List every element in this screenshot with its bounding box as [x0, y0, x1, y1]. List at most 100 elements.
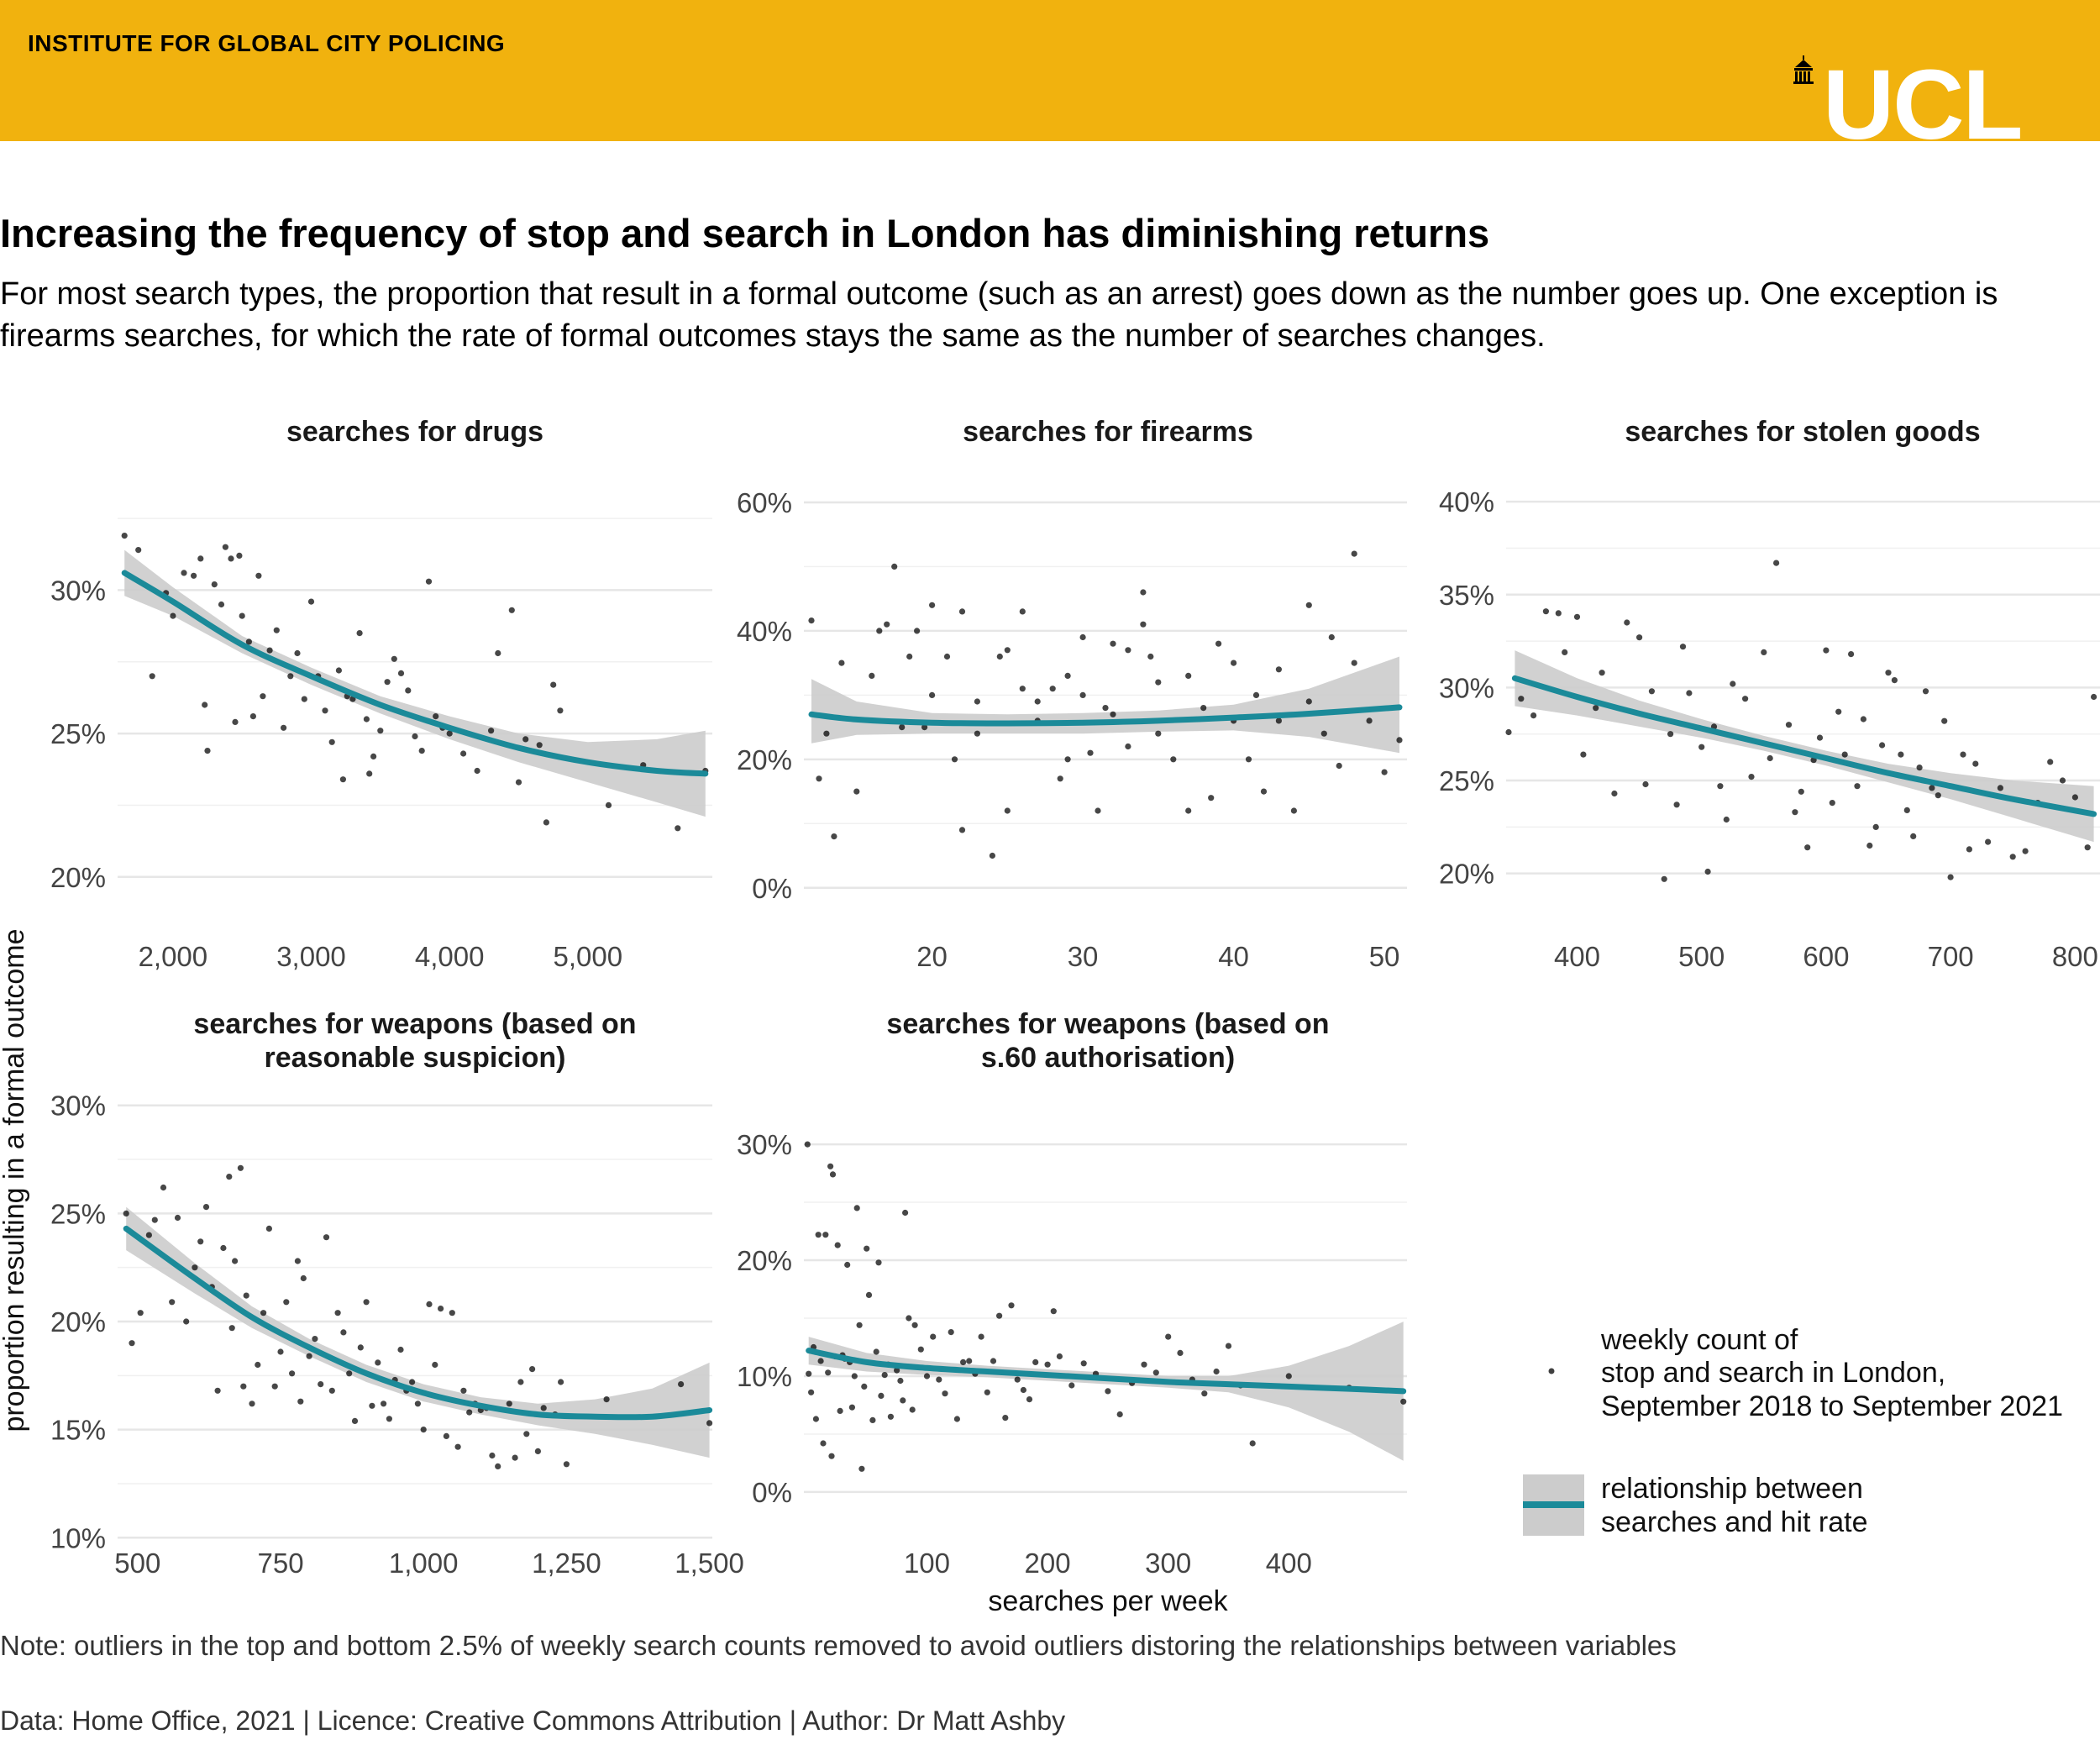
data-point [858, 1465, 865, 1472]
data-point [930, 1333, 937, 1340]
data-point [848, 1404, 856, 1411]
data-point [202, 702, 208, 708]
data-point [1673, 801, 1680, 808]
data-point [1898, 751, 1904, 758]
data-point [366, 770, 373, 777]
data-point [169, 1299, 176, 1306]
data-point [921, 724, 928, 731]
data-point [1661, 875, 1667, 882]
data-point [678, 1381, 685, 1388]
data-point [287, 673, 294, 680]
data-point [1068, 1382, 1075, 1389]
data-point [1530, 712, 1537, 719]
data-point [218, 601, 225, 608]
data-point [123, 1210, 129, 1217]
data-point [851, 1373, 858, 1380]
y-tick-label: 30% [50, 575, 106, 606]
data-point [1947, 874, 1954, 880]
data-point [2009, 854, 2016, 860]
y-tick-label: 35% [1439, 580, 1494, 611]
data-point [1147, 653, 1154, 660]
data-point [1285, 1373, 1292, 1380]
data-point [1717, 783, 1724, 790]
data-point [853, 1205, 860, 1211]
y-axis-label: proportion resulting in a formal outcome [0, 928, 30, 1432]
data-point [1020, 1386, 1026, 1394]
data-point [249, 713, 256, 720]
footnote: Note: outliers in the top and bottom 2.5… [0, 1630, 1677, 1661]
x-tick-label: 500 [114, 1548, 160, 1579]
panel-2: searches for firearms 0% 20% 40% 60% 20 30 40 50 [737, 416, 1407, 972]
x-tick-label: 400 [1554, 941, 1600, 972]
y-tick-label: 25% [50, 1198, 106, 1229]
panel-title: s.60 authorisation) [981, 1042, 1235, 1074]
data-point [426, 1301, 433, 1307]
data-point [1816, 734, 1824, 741]
y-tick-label: 10% [50, 1522, 106, 1553]
data-point [121, 533, 128, 539]
data-point [808, 1389, 815, 1395]
data-point [255, 572, 262, 579]
data-point [197, 555, 204, 562]
data-point [214, 1387, 221, 1394]
data-point [2059, 777, 2066, 784]
data-point [181, 570, 187, 576]
panel-title: reasonable suspicion) [265, 1042, 566, 1074]
data-point [563, 1461, 570, 1468]
data-point [829, 1171, 837, 1178]
data-point [443, 1432, 450, 1439]
data-point [856, 1322, 863, 1328]
panel-3: searches for stolen goods 20% 25% 30% 35% 40%… [1439, 416, 2100, 972]
data-point [517, 1379, 524, 1385]
data-point [823, 730, 830, 737]
data-point [881, 1372, 888, 1379]
data-point [489, 1452, 496, 1459]
data-point [1848, 651, 1855, 658]
data-point [273, 627, 280, 633]
data-point [864, 1245, 870, 1252]
data-point [149, 673, 155, 680]
data-point [1829, 800, 1835, 807]
data-point [1593, 705, 1599, 712]
data-point [1400, 1398, 1407, 1405]
data-point [1518, 696, 1525, 702]
portico-icon [1793, 55, 1814, 84]
data-point [412, 733, 418, 740]
data-point [974, 730, 980, 737]
data-point [1110, 711, 1116, 717]
data-point [1328, 633, 1335, 641]
data-point [356, 630, 363, 637]
x-tick-label: 200 [1025, 1548, 1071, 1579]
data-point [1885, 670, 1892, 676]
trend-line [121, 570, 709, 777]
data-point [1165, 1333, 1172, 1340]
y-tick-label: 20% [50, 1306, 106, 1337]
chart-headline: Increasing the frequency of stop and sea… [0, 211, 1490, 255]
data-point [1872, 823, 1879, 831]
data-point [409, 1379, 416, 1385]
data-point [508, 607, 515, 613]
data-point [1004, 647, 1011, 654]
x-tick-label: 4,000 [415, 941, 485, 972]
data-point [1580, 751, 1587, 758]
data-point [853, 788, 860, 795]
y-tick-label: 10% [737, 1361, 792, 1392]
data-point [129, 1340, 135, 1347]
data-point [906, 1315, 912, 1322]
institute-name: INSTITUTE FOR GLOBAL CITY POLICING [28, 30, 506, 56]
chart-subtitle: For most search types, the proportion th… [0, 276, 1998, 354]
data-point [1835, 708, 1842, 715]
data-point [363, 1299, 370, 1306]
data-point [1105, 1388, 1111, 1395]
data-point [495, 1463, 501, 1469]
data-point [1505, 728, 1512, 736]
data-point [911, 1322, 918, 1328]
y-tick-label: 25% [50, 718, 106, 749]
x-tick-label: 100 [904, 1548, 950, 1579]
y-tick-label: 40% [737, 616, 792, 647]
confidence-band [811, 656, 1399, 754]
data-point [838, 660, 845, 666]
data-point [1125, 743, 1131, 750]
facet-panels: searches for drugs 20% 25% 30% 2,000 3,000 4,0… [50, 416, 2100, 1579]
data-point [1910, 833, 1917, 840]
